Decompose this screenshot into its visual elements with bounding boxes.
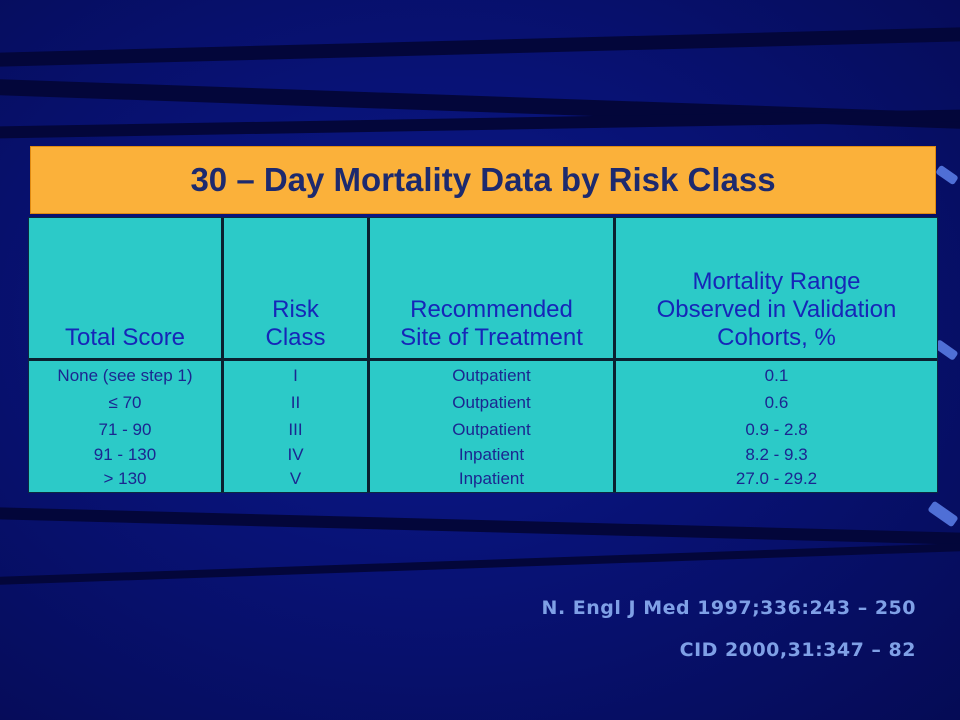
cell-mortality-range: 0.6 xyxy=(764,392,789,412)
background-stripe xyxy=(0,27,960,67)
decorative-slash xyxy=(927,500,959,528)
title-bar: 30 – Day Mortality Data by Risk Class xyxy=(30,146,936,214)
cell-mortality-range: 0.1 xyxy=(764,365,789,385)
cell-total-score: > 130 xyxy=(103,468,147,488)
table-row: None (see step 1) I Outpatient 0.1 xyxy=(29,363,937,388)
cell-risk-class: V xyxy=(289,468,302,488)
risk-class-table: Total Score Risk Class Recommended Site … xyxy=(28,217,938,493)
table-row: ≤ 70 II Outpatient 0.6 xyxy=(29,390,937,415)
decorative-slash xyxy=(935,164,959,186)
cell-total-score: 71 - 90 xyxy=(98,419,152,439)
cell-risk-class: II xyxy=(290,392,301,412)
table-row: > 130 V Inpatient 27.0 - 29.2 xyxy=(29,466,937,491)
header-total-score: Total Score xyxy=(64,324,186,351)
header-site-of-treatment: Recommended Site of Treatment xyxy=(400,296,583,351)
cell-total-score: None (see step 1) xyxy=(57,365,193,385)
cell-site-of-treatment: Outpatient xyxy=(452,392,531,412)
cell-site-of-treatment: Inpatient xyxy=(458,468,525,488)
cell-mortality-range: 0.9 - 2.8 xyxy=(745,419,808,439)
column-divider xyxy=(613,218,616,492)
cell-risk-class: III xyxy=(288,419,303,439)
cell-site-of-treatment: Outpatient xyxy=(452,419,531,439)
header-divider xyxy=(29,358,937,361)
table-row: 91 - 130 IV Inpatient 8.2 - 9.3 xyxy=(29,442,937,467)
cell-risk-class: I xyxy=(293,365,298,385)
reference-cid: CID 2000,31:347 – 82 xyxy=(679,639,916,661)
background-stripe xyxy=(0,109,960,139)
column-divider xyxy=(367,218,370,492)
cell-site-of-treatment: Inpatient xyxy=(458,444,525,464)
header-mortality-range: Mortality Range Observed in Validation C… xyxy=(656,268,897,351)
cell-risk-class: IV xyxy=(287,444,304,464)
slide-title: 30 – Day Mortality Data by Risk Class xyxy=(190,161,776,198)
cell-total-score: ≤ 70 xyxy=(108,392,142,412)
table-row: 71 - 90 III Outpatient 0.9 - 2.8 xyxy=(29,417,937,442)
background-stripe xyxy=(0,543,960,585)
cell-total-score: 91 - 130 xyxy=(93,444,157,464)
reference-nejm: N. Engl J Med 1997;336:243 – 250 xyxy=(541,597,916,619)
cell-mortality-range: 27.0 - 29.2 xyxy=(735,468,818,488)
cell-site-of-treatment: Outpatient xyxy=(452,365,531,385)
background-stripe xyxy=(0,507,960,545)
header-risk-class: Risk Class xyxy=(265,296,326,351)
cell-mortality-range: 8.2 - 9.3 xyxy=(745,444,808,464)
column-divider xyxy=(221,218,224,492)
